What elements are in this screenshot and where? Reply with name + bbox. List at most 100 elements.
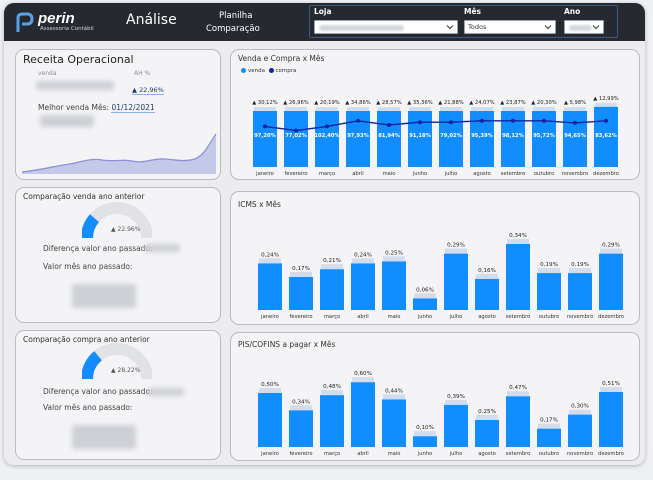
icms-bar bbox=[537, 273, 561, 310]
ah-label: AH % bbox=[134, 70, 151, 77]
mes-select-value: Todos bbox=[468, 23, 487, 31]
venda-label: venda bbox=[38, 70, 57, 77]
bar-label-blur bbox=[476, 414, 498, 420]
venda-bar bbox=[315, 111, 339, 167]
venda-gauge-pct: ▲ 22.96% bbox=[111, 226, 141, 233]
mes-select[interactable]: Todos bbox=[464, 20, 556, 34]
top-label: ▲ 35,36% bbox=[407, 100, 432, 106]
pis-cofins-bar bbox=[413, 436, 437, 447]
best-sale-line: Melhor venda Mês: 01/12/2021 bbox=[38, 103, 155, 113]
loja-select[interactable] bbox=[314, 20, 458, 34]
x-tick-label: agosto bbox=[478, 314, 496, 320]
loja-filter-label: Loja bbox=[314, 7, 332, 16]
compra-prev-redacted bbox=[72, 425, 136, 449]
bar-label-blur bbox=[290, 405, 312, 411]
brand-name: perin bbox=[38, 10, 75, 27]
icms-bar bbox=[320, 269, 344, 310]
bar-label-blur bbox=[378, 107, 400, 111]
pis-cofins-value-label: 0,48% bbox=[323, 384, 341, 390]
x-tick-label: dezembro bbox=[598, 451, 624, 457]
bar-label-blur bbox=[414, 431, 436, 437]
best-sale-date: 01/12/2021 bbox=[111, 103, 155, 113]
bar-label-blur bbox=[383, 394, 405, 400]
legend-venda: venda bbox=[248, 68, 265, 74]
ano-select[interactable] bbox=[564, 20, 604, 34]
bar-label-blur bbox=[471, 107, 493, 111]
pis-cofins-value-label: 0,30% bbox=[571, 404, 589, 410]
pis-cofins-value-label: 0,17% bbox=[540, 418, 558, 424]
pis-cofins-bar bbox=[475, 419, 499, 447]
x-tick-label: março bbox=[324, 314, 340, 320]
x-tick-label: outubro bbox=[539, 314, 559, 320]
header-bar: perin Assessoria Contábil Análise Planil… bbox=[4, 3, 645, 41]
venda-gauge-fill bbox=[82, 214, 100, 239]
venda-bar bbox=[594, 106, 618, 167]
icms-value-label: 0,24% bbox=[261, 252, 279, 258]
pis-cofins-bar bbox=[444, 404, 468, 447]
top-label: ▲ 24,07% bbox=[469, 100, 494, 106]
pis-cofins-bar bbox=[258, 392, 282, 447]
x-tick-label: junho bbox=[417, 314, 432, 320]
bar-label-blur bbox=[316, 107, 338, 111]
venda-value-redacted bbox=[36, 81, 114, 90]
x-tick-label: setembro bbox=[506, 451, 531, 457]
pis-cofins-value-label: 0,51% bbox=[602, 381, 620, 387]
comparacao-compra-card: Comparação compra ano anterior ▲ 28.22% … bbox=[15, 330, 221, 460]
bar-value-label: 102,40% bbox=[314, 133, 340, 139]
x-tick-label: maio bbox=[388, 451, 401, 457]
compra-point bbox=[325, 124, 329, 129]
receita-operacional-card: Receita Operacional venda AH % ▲ 22,96% … bbox=[15, 49, 221, 180]
x-tick-label: janeiro bbox=[260, 314, 279, 320]
nav-comparacao-link[interactable]: Comparação bbox=[206, 24, 260, 34]
x-tick-label: novembro bbox=[567, 314, 593, 320]
chevron-down-icon bbox=[592, 25, 600, 30]
bar-value-label: 95,72% bbox=[533, 133, 555, 139]
top-label: ▲ 26,96% bbox=[283, 100, 308, 106]
bar-label-blur bbox=[383, 256, 405, 262]
bar-label-blur bbox=[352, 377, 374, 383]
bar-value-label: 81,94% bbox=[378, 133, 400, 139]
pis-cofins-bar bbox=[506, 396, 530, 447]
icms-value-label: 0,16% bbox=[478, 268, 496, 274]
venda-bar bbox=[284, 111, 308, 167]
receita-sparkline bbox=[21, 133, 217, 174]
x-tick-label: julho bbox=[449, 451, 463, 457]
x-tick-label: janeiro bbox=[255, 171, 274, 177]
bar-label-blur bbox=[600, 248, 622, 254]
x-tick-label: junho bbox=[417, 451, 432, 457]
bar-label-blur bbox=[254, 107, 276, 111]
bar-label-blur bbox=[321, 390, 343, 396]
bar-value-label: 94,65% bbox=[564, 133, 586, 139]
bar-label-blur bbox=[259, 387, 281, 393]
compra-diff-redacted bbox=[148, 388, 184, 396]
best-sale-label: Melhor venda Mês: bbox=[38, 103, 110, 112]
pis-cofins-bar bbox=[599, 391, 623, 447]
compra-point bbox=[604, 118, 608, 123]
x-tick-label: julho bbox=[449, 314, 463, 320]
top-label: ▲ 28,57% bbox=[376, 100, 401, 106]
compra-diff-label: Diferença valor ano passado: bbox=[43, 387, 153, 396]
ano-select-value bbox=[569, 25, 592, 31]
x-tick-label: abril bbox=[357, 451, 369, 457]
compra-point bbox=[418, 120, 422, 125]
compra-point bbox=[294, 128, 298, 133]
x-tick-label: fevereiro bbox=[284, 171, 307, 177]
compra-point bbox=[356, 118, 360, 123]
icms-value-label: 0,19% bbox=[571, 262, 589, 268]
compra-gauge-fill bbox=[82, 351, 103, 380]
x-tick-label: abril bbox=[352, 171, 364, 177]
bar-label-blur bbox=[595, 102, 617, 107]
pis-cofins-chart: 0,50% janeiro 0,34% fevereiro 0,48% março 0,60… bbox=[258, 371, 624, 457]
bar-label-blur bbox=[285, 107, 307, 111]
bar-value-label: 77,02% bbox=[285, 133, 307, 139]
compra-point bbox=[542, 118, 546, 123]
chart-legend: venda compra bbox=[241, 68, 296, 74]
nav-planilha-link[interactable]: Planilha bbox=[219, 11, 253, 21]
compra-gauge bbox=[82, 343, 152, 380]
bar-label-blur bbox=[440, 107, 462, 111]
x-tick-label: dezembro bbox=[593, 171, 619, 177]
bar-label-blur bbox=[321, 264, 343, 270]
icms-bar bbox=[444, 253, 468, 310]
x-tick-label: outubro bbox=[539, 451, 559, 457]
icms-value-label: 0,06% bbox=[416, 287, 434, 293]
